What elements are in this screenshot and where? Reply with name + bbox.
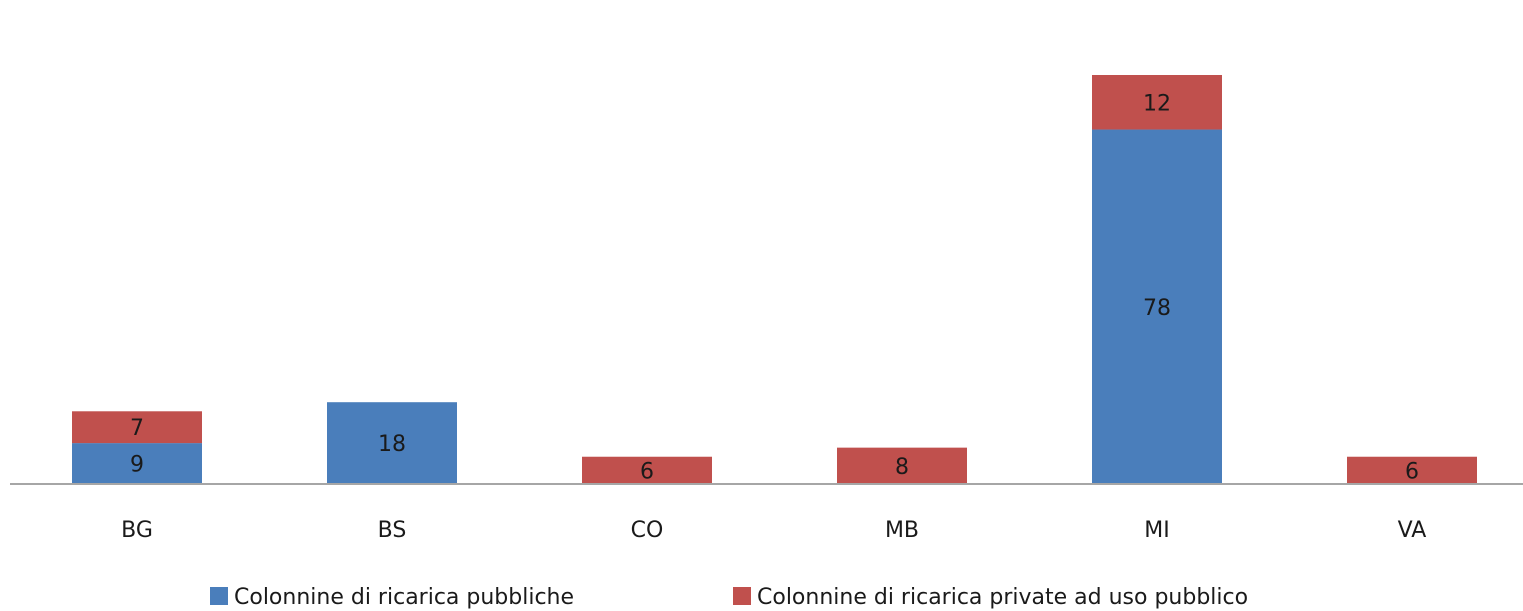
legend-label-public: Colonnine di ricarica pubbliche <box>234 585 574 610</box>
legend: Colonnine di ricarica pubbliche Colonnin… <box>210 585 1248 610</box>
x-tick-labels-group: BG BS CO MB MI VA <box>121 518 1426 543</box>
bar-mb-series-1 <box>837 447 967 484</box>
bar-labels-group: 9 7 18 6 8 78 12 6 <box>130 91 1419 484</box>
data-label-mi-series-1: 12 <box>1143 91 1171 116</box>
data-label-bs-series-0: 18 <box>378 432 406 457</box>
x-tick-label-mb: MB <box>885 518 919 543</box>
data-label-bg-series-1: 7 <box>130 416 144 441</box>
bar-bs-series-0 <box>327 402 457 484</box>
legend-label-private: Colonnine di ricarica private ad uso pub… <box>757 585 1248 610</box>
bar-mi-series-1 <box>1092 75 1222 130</box>
bar-va-series-1 <box>1347 456 1477 484</box>
bar-bg-series-0 <box>72 443 202 484</box>
x-tick-label-bs: BS <box>378 518 407 543</box>
legend-swatch-private <box>733 587 751 605</box>
bar-mi-series-0 <box>1092 129 1222 485</box>
bars-group <box>72 75 1477 485</box>
data-label-mi-series-0: 78 <box>1143 296 1171 321</box>
x-tick-label-va: VA <box>1398 518 1427 543</box>
data-label-bg-series-0: 9 <box>130 453 144 478</box>
data-label-va-series-1: 6 <box>1405 459 1419 484</box>
data-label-mb-series-1: 8 <box>895 455 909 480</box>
x-tick-label-bg: BG <box>121 518 153 543</box>
x-tick-label-mi: MI <box>1144 518 1169 543</box>
x-tick-label-co: CO <box>631 518 664 543</box>
legend-swatch-public <box>210 587 228 605</box>
bar-co-series-1 <box>582 456 712 484</box>
bar-bg-series-1 <box>72 411 202 444</box>
data-label-co-series-1: 6 <box>640 459 654 484</box>
